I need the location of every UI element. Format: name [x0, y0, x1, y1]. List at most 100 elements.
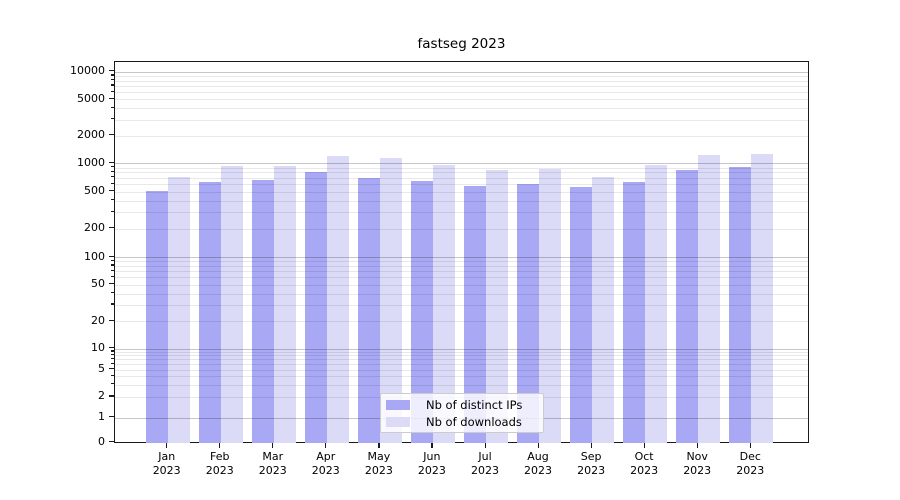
major-gridline	[115, 71, 808, 73]
y-minor-tick-mark	[111, 269, 114, 271]
x-tick-mark	[219, 443, 221, 448]
x-tick-label: Jul 2023	[471, 450, 499, 477]
minor-gridline	[115, 277, 808, 279]
bar-dec-distinct-ips	[729, 167, 752, 444]
minor-gridline	[115, 293, 808, 295]
y-minor-tick-mark	[111, 84, 114, 86]
legend-item-downloads: Nb of downloads	[386, 413, 537, 430]
bar-jun-distinct-ips	[410, 180, 433, 444]
minor-gridline	[115, 228, 808, 230]
y-tick-label: 200	[84, 221, 105, 235]
bar-jul-downloads	[486, 170, 508, 444]
y-minor-tick-mark	[111, 350, 114, 352]
y-tick-label: 500	[84, 184, 105, 197]
bar-jun-downloads	[432, 164, 455, 444]
major-gridline	[115, 257, 808, 258]
y-tick-label: 2	[98, 389, 105, 403]
y-tick-mark	[109, 395, 114, 397]
minor-gridline	[115, 191, 808, 193]
minor-gridline	[115, 212, 808, 214]
minor-gridline	[115, 265, 808, 267]
bar-sep-distinct-ips	[570, 186, 593, 444]
y-minor-tick-mark	[111, 292, 114, 294]
x-tick-mark	[643, 443, 645, 448]
y-tick-mark	[109, 347, 114, 349]
x-tick-label: Dec 2023	[736, 450, 765, 477]
bar-aug-downloads	[539, 169, 561, 444]
minor-gridline	[115, 364, 808, 365]
minor-gridline	[115, 99, 808, 101]
y-tick-mark	[109, 416, 114, 418]
y-minor-tick-mark	[111, 170, 114, 173]
y-tick-label: 2000	[77, 128, 105, 142]
legend-swatch-downloads	[386, 416, 410, 427]
y-tick-mark	[109, 97, 114, 99]
minor-gridline	[115, 384, 808, 386]
minor-gridline	[115, 80, 808, 82]
x-tick-mark	[696, 443, 698, 448]
bar-jan-downloads	[167, 176, 190, 444]
y-tick-mark	[109, 441, 114, 443]
x-tick-label: Feb 2023	[205, 450, 234, 477]
minor-gridline	[115, 304, 808, 306]
bar-jul-distinct-ips	[464, 185, 486, 444]
y-tick-label: 5	[98, 362, 105, 375]
minor-gridline	[115, 271, 808, 273]
x-tick-label: Apr 2023	[311, 450, 340, 477]
y-tick-mark	[109, 227, 114, 229]
x-tick-mark	[378, 443, 380, 448]
y-tick-mark	[109, 190, 114, 192]
bar-dec-downloads	[751, 154, 774, 444]
y-minor-tick-mark	[111, 383, 114, 385]
minor-gridline	[115, 108, 808, 110]
minor-gridline	[115, 369, 808, 371]
x-tick-mark	[537, 443, 539, 448]
x-tick-label: Oct 2023	[630, 450, 659, 477]
y-minor-tick-mark	[111, 182, 114, 184]
bar-jan-distinct-ips	[145, 191, 168, 444]
minor-gridline	[115, 135, 808, 137]
y-minor-tick-mark	[111, 374, 114, 376]
bar-oct-distinct-ips	[623, 182, 646, 444]
y-minor-tick-mark	[111, 199, 114, 201]
legend-swatch-distinct-ips	[386, 399, 410, 410]
bar-mar-distinct-ips	[251, 179, 274, 444]
bar-feb-distinct-ips	[198, 182, 221, 444]
x-tick-mark	[749, 443, 751, 448]
y-tick-mark	[109, 368, 114, 370]
x-tick-label: Jun 2023	[417, 450, 446, 477]
minor-gridline	[115, 167, 808, 169]
y-minor-tick-mark	[111, 79, 114, 81]
x-tick-mark	[272, 443, 274, 448]
minor-gridline	[115, 261, 808, 263]
y-tick-label: 10000	[70, 64, 105, 78]
minor-gridline	[115, 355, 808, 357]
y-tick-label: 20	[91, 313, 105, 327]
y-tick-label: 10	[91, 341, 105, 355]
plot-area: Nb of distinct IPs Nb of downloads	[114, 61, 809, 444]
legend-item-distinct-ips: Nb of distinct IPs	[386, 396, 537, 413]
y-tick-label: 0	[98, 435, 105, 449]
y-minor-tick-mark	[111, 357, 114, 360]
bar-nov-distinct-ips	[676, 170, 699, 444]
minor-gridline	[115, 376, 808, 378]
y-minor-tick-mark	[111, 90, 114, 92]
minor-gridline	[115, 321, 808, 323]
y-minor-tick-mark	[111, 118, 114, 120]
y-tick-mark	[109, 283, 114, 285]
minor-gridline	[115, 75, 808, 77]
x-tick-mark	[166, 443, 168, 448]
minor-gridline	[115, 351, 808, 353]
y-tick-mark	[109, 255, 114, 257]
x-tick-mark	[431, 443, 433, 448]
legend: Nb of distinct IPs Nb of downloads	[380, 393, 544, 433]
minor-gridline	[115, 177, 808, 179]
y-tick-mark	[109, 70, 114, 72]
bar-may-distinct-ips	[357, 177, 380, 444]
y-minor-tick-mark	[111, 264, 114, 266]
x-tick-label: Mar 2023	[258, 450, 287, 477]
y-tick-label: 100	[84, 249, 105, 263]
x-tick-mark	[484, 443, 486, 448]
bar-sep-downloads	[592, 176, 615, 444]
y-tick-mark	[109, 134, 114, 136]
